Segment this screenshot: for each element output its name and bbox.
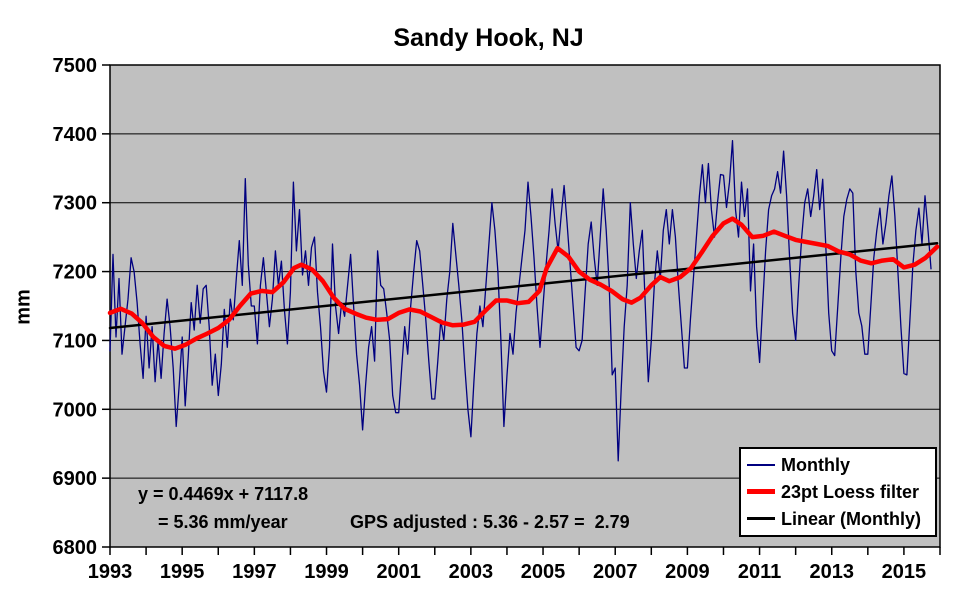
legend-item: Linear (Monthly)	[747, 510, 931, 528]
legend: Monthly 23pt Loess filter Linear (Monthly)	[739, 447, 937, 537]
legend-item: Monthly	[747, 456, 931, 474]
legend-label: 23pt Loess filter	[781, 481, 920, 502]
trend-equation-line1: y = 0.4469x + 7117.8	[138, 484, 309, 504]
x-tick-label: 2009	[665, 561, 710, 583]
x-tick-label: 2015	[882, 561, 927, 583]
x-tick-label: 2001	[376, 561, 421, 583]
y-tick-label: 7200	[53, 262, 98, 284]
x-tick-label: 1997	[232, 561, 277, 583]
y-tick-label: 6900	[53, 468, 98, 490]
x-tick-label: 2007	[593, 561, 638, 583]
x-tick-label: 2003	[449, 561, 494, 583]
x-tick-label: 1999	[304, 561, 349, 583]
y-tick-label: 6800	[53, 537, 98, 559]
series-loess-filter-line	[107, 216, 940, 351]
x-tick-label: 2011	[738, 561, 781, 583]
y-tick-label: 7000	[53, 399, 98, 421]
series-linear-trend-line	[108, 242, 939, 330]
y-tick-label: 7400	[53, 124, 98, 146]
x-tick-label: 2013	[809, 561, 854, 583]
y-tick-label: 7500	[53, 55, 98, 77]
y-tick-label: 7300	[53, 193, 98, 215]
gps-adjusted-note: GPS adjusted : 5.36 - 2.57 = 2.79	[350, 512, 630, 532]
legend-line-swatch	[747, 464, 775, 467]
trend-rate-line2: = 5.36 mm/year	[158, 512, 288, 532]
legend-item: 23pt Loess filter	[747, 483, 931, 501]
plot-border	[109, 64, 941, 548]
x-tick-label: 1993	[88, 561, 133, 583]
x-tick-label: 1995	[160, 561, 205, 583]
legend-label: Linear (Monthly)	[781, 508, 921, 529]
x-tick-label: 2005	[521, 561, 566, 583]
chart-title: Sandy Hook, NJ	[393, 24, 584, 52]
y-tick-label: 7100	[53, 330, 98, 352]
series-monthly-line	[109, 140, 932, 462]
legend-line-swatch	[747, 489, 775, 495]
legend-label: Monthly	[781, 455, 850, 476]
legend-line-swatch	[747, 517, 775, 521]
